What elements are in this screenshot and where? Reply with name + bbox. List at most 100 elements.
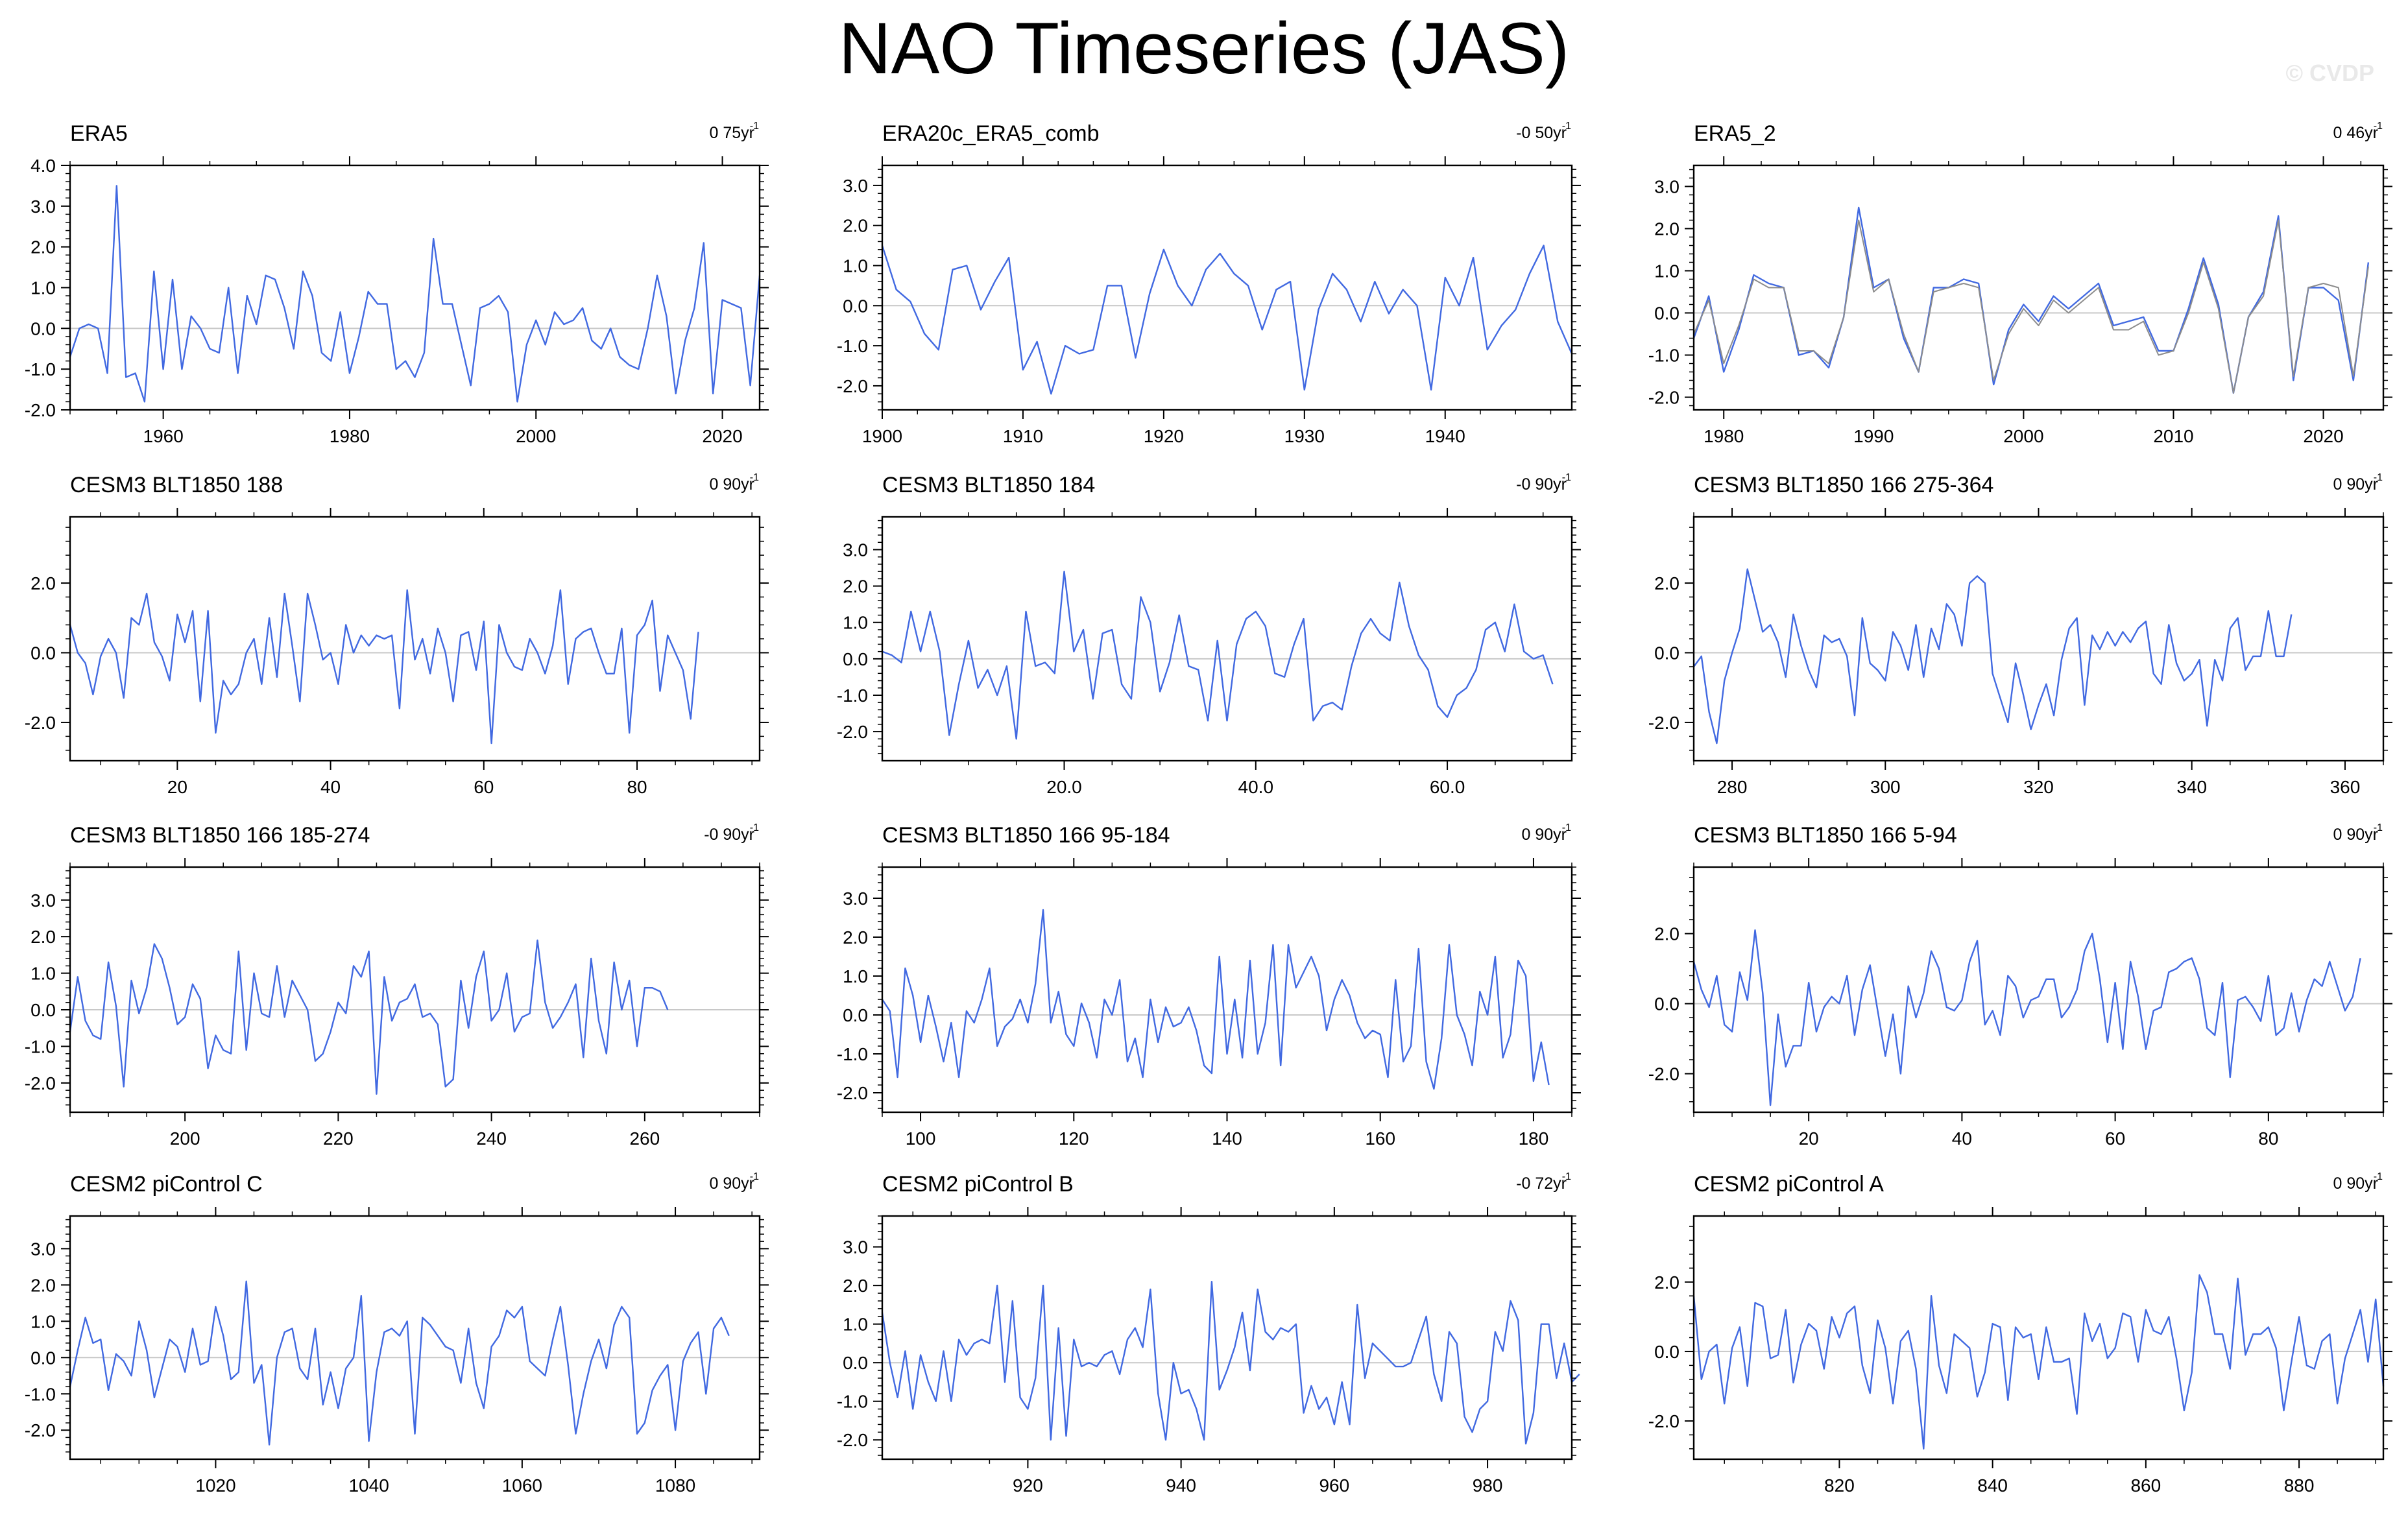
y-tick-label: 1.0 (843, 613, 868, 633)
x-tick-label: 840 (1977, 1475, 2008, 1496)
y-tick-label: 2.0 (30, 237, 56, 257)
y-tick-label: 3.0 (843, 176, 868, 196)
y-tick-label: -1.0 (25, 359, 56, 379)
plot-frame (1692, 1215, 2385, 1460)
plot-frame (881, 164, 1573, 411)
x-tick-label: 60 (2105, 1128, 2125, 1149)
y-tick-label: 2.0 (843, 577, 868, 597)
plot-frame (1692, 164, 2385, 411)
x-tick-label: 40 (1952, 1128, 1972, 1149)
panel-title: ERA5_2 (1694, 121, 1776, 146)
nao-panel: ERA20c_ERA5_comb -0 50yr-1 -2.0 -1.0 0.0 1.0 2… (837, 121, 1581, 446)
x-tick-label: 2020 (2303, 426, 2343, 446)
y-tick-label: -1.0 (837, 686, 868, 706)
trend-label-exponent: -1 (1562, 472, 1571, 483)
y-tick-label: -2.0 (25, 400, 56, 420)
y-tick-label: 0.0 (1654, 304, 1680, 324)
nao-panel: CESM2 piControl B -0 72yr-1 -2.0 -1.0 0.0 1.0… (837, 1171, 1581, 1496)
y-tick-label: 2.0 (1654, 924, 1680, 944)
x-tick-label: 880 (2284, 1475, 2315, 1496)
watermark: © CVDP (2285, 60, 2374, 86)
y-tick-label: 1.0 (843, 256, 868, 276)
y-tick-label: 1.0 (30, 278, 56, 298)
x-tick-label: 1990 (1853, 426, 1894, 446)
series-line (882, 571, 1554, 740)
series-line (881, 1280, 1580, 1445)
panel-title: ERA5 (70, 121, 128, 146)
trend-label: 0 90yr (1522, 826, 1567, 844)
y-tick-label: 1.0 (30, 1311, 56, 1331)
y-tick-label: -2.0 (25, 1073, 56, 1093)
series-line (1693, 568, 2293, 745)
x-tick-label: 980 (1473, 1475, 1503, 1496)
x-tick-label: 360 (2330, 777, 2361, 797)
y-tick-label: -1.0 (837, 336, 868, 356)
y-tick-label: 2.0 (30, 927, 56, 947)
y-tick-label: 2.0 (843, 927, 868, 948)
x-tick-label: 80 (627, 777, 647, 797)
x-tick-label: 220 (323, 1128, 354, 1149)
y-tick-label: 1.0 (843, 966, 868, 986)
trend-label: 0 90yr (2333, 1174, 2378, 1193)
x-tick-label: 1930 (1284, 426, 1325, 446)
x-tick-label: 20 (1799, 1128, 1819, 1149)
y-tick-label: 2.0 (843, 1276, 868, 1296)
x-tick-label: 340 (2176, 777, 2207, 797)
x-tick-label: 1910 (1003, 426, 1043, 446)
x-tick-label: 280 (1717, 777, 1748, 797)
trend-label: 0 75yr (710, 124, 754, 142)
x-tick-label: 1040 (348, 1475, 389, 1496)
trend-label-exponent: -1 (1562, 1171, 1571, 1182)
series-line (69, 939, 669, 1095)
trend-label-exponent: -1 (750, 472, 759, 483)
y-tick-label: 0.0 (30, 1348, 56, 1368)
series-line (69, 589, 699, 745)
series-line (69, 1280, 730, 1446)
y-tick-label: 2.0 (30, 1275, 56, 1295)
trend-label: 0 90yr (2333, 826, 2378, 844)
x-tick-label: 1020 (195, 1475, 235, 1496)
trend-label-exponent: -1 (2374, 822, 2383, 833)
x-tick-label: 320 (2023, 777, 2054, 797)
trend-label-exponent: -1 (750, 1171, 759, 1182)
panel-title: CESM3 BLT1850 166 185-274 (70, 823, 370, 848)
y-tick-label: 1.0 (30, 964, 56, 984)
x-tick-label: 20 (167, 777, 187, 797)
y-tick-label: 0.0 (30, 643, 56, 663)
y-tick-label: 2.0 (1654, 1272, 1680, 1293)
panel-title: CESM3 BLT1850 166 95-184 (882, 823, 1170, 848)
x-tick-label: 940 (1166, 1475, 1196, 1496)
y-tick-label: -1.0 (837, 1392, 868, 1412)
y-tick-label: -2.0 (1648, 713, 1680, 733)
series-line (1692, 1274, 2385, 1450)
y-tick-label: -2.0 (837, 376, 868, 396)
y-tick-label: -2.0 (1648, 1411, 1680, 1431)
nao-panel: ERA5_2 0 46yr-1 -2.0 -1.0 0.0 1.0 2.0 3.0 1980 19… (1648, 121, 2392, 446)
trend-label-exponent: -1 (750, 822, 759, 833)
x-tick-label: 1900 (862, 426, 902, 446)
y-tick-label: 0.0 (1654, 1342, 1680, 1362)
series-line (69, 185, 761, 403)
trend-label-exponent: -1 (750, 121, 759, 132)
y-tick-label: -1.0 (25, 1036, 56, 1056)
y-tick-label: 1.0 (843, 1315, 868, 1335)
nao-panel: CESM3 BLT1850 166 185-274 -0 90yr-1 -2.0 -1… (25, 822, 769, 1149)
panel-title: CESM3 BLT1850 166 5-94 (1694, 823, 1957, 848)
trend-label-exponent: -1 (2374, 472, 2383, 483)
plot-frame (881, 866, 1573, 1114)
plot-frame (881, 1215, 1573, 1460)
x-tick-label: 260 (629, 1128, 660, 1149)
x-tick-label: 2000 (516, 426, 556, 446)
x-tick-label: 1080 (655, 1475, 695, 1496)
x-tick-label: 100 (906, 1128, 936, 1149)
trend-label: -0 90yr (1516, 475, 1567, 494)
y-tick-label: 4.0 (30, 156, 56, 176)
series-line (1692, 929, 2361, 1106)
y-tick-label: 0.0 (1654, 994, 1680, 1014)
y-tick-label: 3.0 (843, 540, 868, 560)
plot-frame (69, 1215, 761, 1460)
x-tick-label: 1960 (143, 426, 184, 446)
panel-title: ERA20c_ERA5_comb (882, 121, 1100, 146)
series-line (1692, 206, 2370, 394)
